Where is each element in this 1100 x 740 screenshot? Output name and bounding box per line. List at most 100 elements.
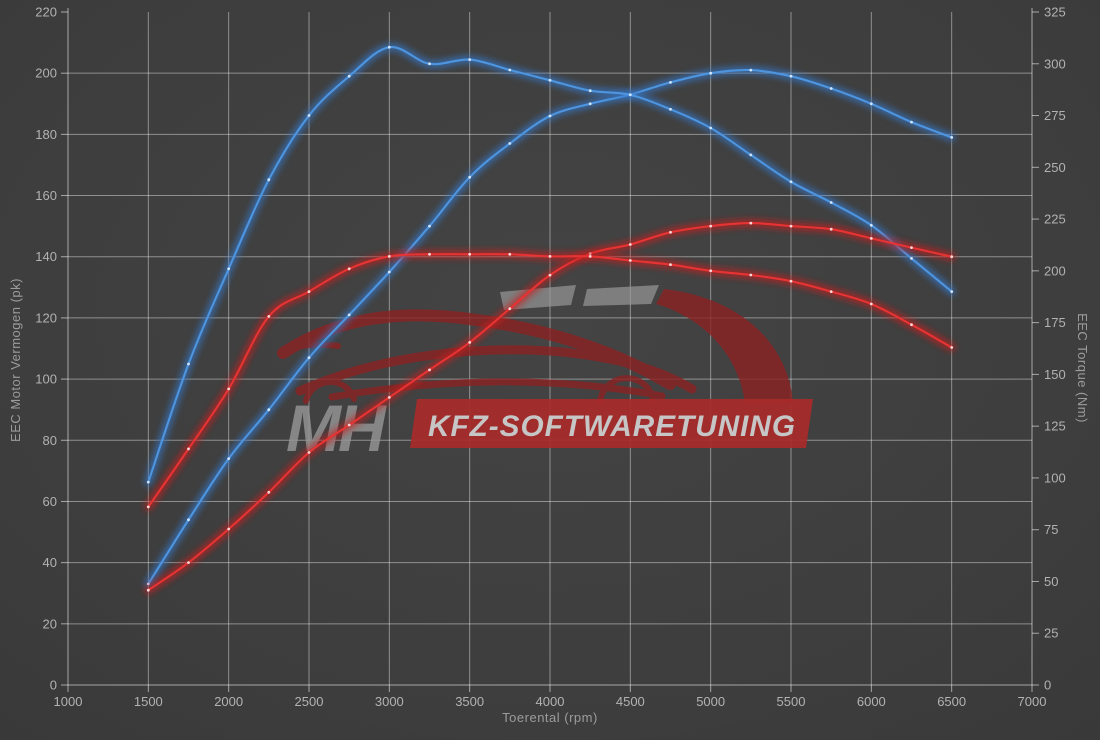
curve-torque-blue-point: [468, 58, 472, 61]
curve-torque-red-point: [588, 255, 592, 258]
y-right-tick-label: 75: [1044, 522, 1058, 537]
curve-torque-red-point: [347, 267, 351, 271]
curve-power-red-point: [387, 396, 391, 399]
watermark-logo: MH KFZ-SOFTWARETUNING: [277, 285, 813, 465]
y-right-tick-label: 150: [1044, 367, 1066, 382]
curve-torque-blue-point: [749, 153, 753, 157]
curve-power-blue-point: [669, 81, 672, 84]
x-tick-label: 3500: [455, 694, 484, 709]
y-left-tick-label: 20: [43, 616, 57, 631]
curve-power-blue-point: [588, 102, 592, 106]
curve-torque-blue: [147, 46, 953, 484]
curve-torque-red-point: [508, 252, 512, 256]
watermark-mh-text: MH: [286, 391, 387, 465]
y-left-tick-label: 160: [35, 188, 57, 203]
curve-power-blue: [147, 68, 953, 586]
curve-power-red-point: [227, 527, 231, 531]
y-left-tick-label: 60: [43, 494, 57, 509]
curve-power-red-point: [146, 588, 150, 592]
curve-power-blue-point: [548, 114, 552, 118]
curve-torque-red-point: [869, 302, 873, 306]
curve-power-blue-point: [307, 356, 311, 360]
curve-power-red-point: [628, 243, 632, 246]
curve-power-blue-point: [709, 71, 713, 75]
curve-torque-blue-point: [628, 93, 632, 97]
curve-power-blue-point: [267, 408, 271, 412]
curve-torque-red-point: [428, 252, 431, 256]
curve-torque-blue-point: [869, 223, 873, 227]
y-right-tick-label: 325: [1044, 5, 1066, 20]
x-tick-label: 5000: [696, 694, 725, 709]
curve-power-red-point: [187, 561, 190, 564]
curve-torque-red-point: [910, 323, 913, 327]
curve-torque-red-point: [267, 315, 271, 318]
curve-torque-blue-point: [307, 114, 311, 117]
curve-power-blue-point: [146, 582, 150, 586]
y-left-tick-label: 220: [35, 5, 57, 20]
curve-power-blue-point: [187, 518, 190, 522]
curve-torque-red-point: [187, 447, 190, 451]
curve-torque-red-point: [307, 290, 311, 293]
y-right-tick-label: 50: [1044, 574, 1058, 589]
curve-torque-blue-point: [146, 480, 150, 484]
curve-power-red-point: [468, 341, 472, 344]
y-right-tick-label: 250: [1044, 160, 1066, 175]
y-left-tick-label: 120: [35, 310, 57, 325]
curve-power-red-point: [428, 368, 431, 372]
curve-torque-blue-point: [187, 362, 190, 366]
curve-power-red-point: [709, 224, 713, 228]
y-left-tick-label: 80: [43, 433, 57, 448]
curve-torque-red-point: [950, 346, 954, 349]
x-tick-label: 2000: [214, 694, 243, 709]
curve-power-red-point: [910, 246, 913, 250]
curve-power-blue-point: [468, 175, 472, 179]
y-left-tick-label: 40: [43, 555, 57, 570]
curve-torque-red-point: [387, 255, 391, 258]
curve-torque-blue-point: [588, 89, 592, 93]
curve-torque-blue-point: [267, 178, 271, 182]
curve-torque-red-point: [628, 259, 632, 262]
curve-torque-blue-point: [829, 201, 833, 204]
x-tick-label: 4500: [616, 694, 645, 709]
curve-torque-red-point: [789, 279, 793, 283]
curve-power-red-point: [347, 423, 351, 427]
curve-torque-red-point: [669, 263, 672, 266]
curve-torque-blue-point: [227, 267, 231, 271]
curve-power-blue-point: [428, 224, 431, 228]
curve-power-blue-point: [749, 68, 753, 72]
curve-torque-blue-point: [347, 74, 351, 78]
curve-torque-blue-point: [950, 290, 954, 293]
curve-power-red-point: [950, 255, 954, 259]
y-right-tick-label: 200: [1044, 263, 1066, 278]
curve-torque-blue-point: [387, 45, 391, 49]
axis-layer: 0 20 40 60 80 100 120 140 160 180 200 220 0 25 50 75 100…: [35, 5, 1065, 710]
curve-torque-blue-point: [428, 62, 431, 66]
x-tick-label: 6000: [857, 694, 886, 709]
curve-power-red-point: [789, 224, 793, 228]
y-left-axis-title: EEC Motor Vermogen (pk): [8, 278, 23, 442]
curves-layer: [144, 43, 956, 595]
curve-power-red-point: [267, 490, 271, 494]
y-right-tick-label: 0: [1044, 678, 1051, 693]
x-tick-label: 3000: [375, 694, 404, 709]
x-tick-label: 6500: [937, 694, 966, 709]
y-right-tick-label: 225: [1044, 212, 1066, 227]
curve-power-blue-point: [789, 74, 793, 78]
curve-power-red-point: [307, 451, 311, 454]
curve-torque-red-point: [749, 273, 753, 277]
curve-power-red-point: [869, 237, 873, 240]
curve-torque-red-point: [468, 252, 472, 256]
curve-power-red-point: [669, 230, 672, 234]
curve-torque-red-point: [709, 269, 713, 273]
curve-torque-blue-point: [789, 180, 793, 184]
curve-torque-red-point: [227, 387, 231, 391]
curve-torque-blue-point: [910, 257, 913, 260]
curve-power-red-point: [749, 221, 753, 225]
y-left-tick-label: 0: [50, 678, 57, 693]
curve-torque-red-point: [146, 505, 150, 509]
curve-torque-blue-point: [709, 126, 713, 130]
x-tick-label: 5500: [777, 694, 806, 709]
curve-torque-red-point: [829, 290, 833, 293]
curve-torque-red-point: [548, 255, 552, 258]
